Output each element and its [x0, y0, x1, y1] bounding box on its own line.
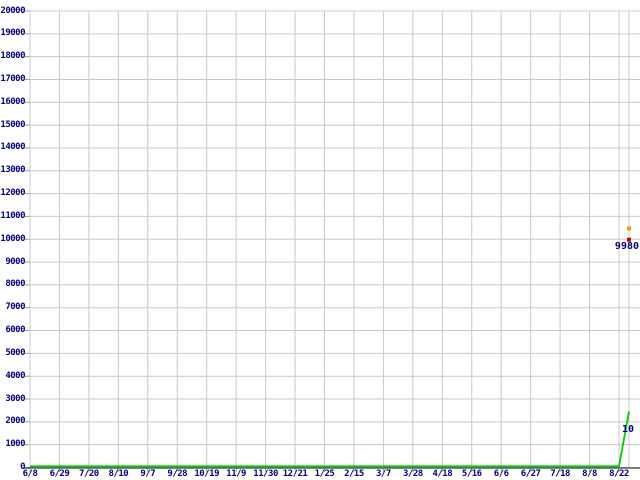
y-axis-label: 11000 — [0, 210, 25, 221]
y-axis-label: 10000 — [0, 233, 25, 244]
orange-point-marker — [627, 226, 632, 231]
y-axis-label: 1000 — [5, 439, 25, 450]
x-axis-label: 10/19 — [194, 469, 219, 479]
green-line — [30, 411, 630, 468]
point-value-label: 9980 — [614, 240, 640, 252]
y-axis-label: 15000 — [0, 119, 25, 130]
y-axis-label: 16000 — [0, 96, 25, 107]
y-axis-label: 18000 — [0, 51, 25, 62]
y-axis-label: 12000 — [0, 188, 25, 199]
x-axis-label: 5/16 — [461, 469, 482, 479]
y-axis-label: 6000 — [5, 325, 25, 336]
y-axis-label: 8000 — [5, 279, 25, 290]
y-axis-label: 14000 — [0, 142, 25, 153]
x-axis-label: 8/8 — [582, 469, 597, 479]
y-axis-label: 9000 — [5, 256, 25, 267]
y-axis-label: 2000 — [5, 416, 25, 427]
y-axis-label: 13000 — [0, 165, 25, 176]
x-axis-label: 12/21 — [282, 469, 308, 479]
x-axis-label: 6/27 — [520, 469, 541, 479]
x-axis-label: 1/25 — [314, 469, 335, 479]
x-axis-label: 6/6 — [493, 469, 509, 479]
y-axis-label: 19000 — [0, 28, 25, 39]
y-axis-label: 20000 — [0, 5, 25, 16]
x-axis-label: 2/15 — [344, 469, 364, 479]
x-axis-label: 11/30 — [253, 469, 278, 479]
x-axis-label: 9/28 — [167, 469, 188, 479]
y-axis-label: 4000 — [5, 370, 25, 381]
x-axis-label: 7/20 — [79, 469, 99, 479]
y-axis-label: 3000 — [5, 393, 25, 404]
x-axis-label: 4/18 — [432, 469, 453, 479]
y-axis-label: 0 — [20, 462, 25, 472]
x-axis-label: 6/29 — [49, 469, 70, 479]
y-axis-label: 7000 — [5, 302, 25, 313]
x-axis-label: 11/9 — [226, 469, 246, 479]
x-axis-label: 7/18 — [550, 469, 570, 479]
x-axis-label: 3/7 — [376, 469, 391, 479]
y-axis-label: 17000 — [0, 73, 25, 84]
x-axis-label: 8/10 — [108, 469, 129, 479]
y-axis-label: 5000 — [5, 347, 25, 358]
x-axis-label: 9/7 — [140, 469, 156, 479]
x-axis-label: 6/8 — [22, 469, 38, 479]
line-end-value-label: 10 — [621, 424, 635, 436]
red-point-marker — [627, 237, 632, 242]
x-axis-label: 3/28 — [403, 469, 423, 479]
x-axis-label: 8/22 — [609, 469, 629, 479]
